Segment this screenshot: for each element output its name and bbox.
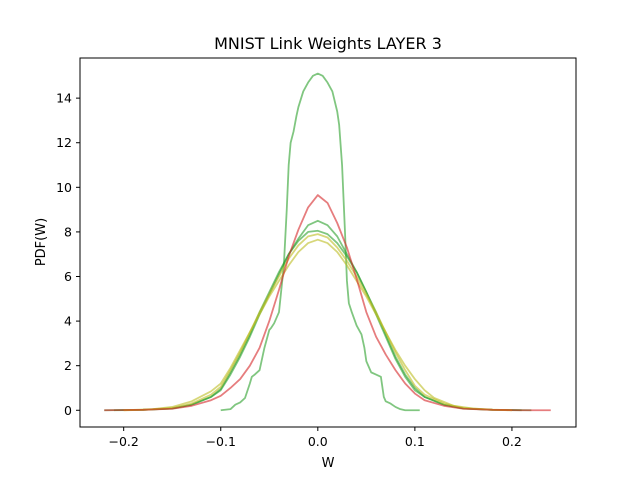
y-tick-label: 8 bbox=[64, 224, 72, 239]
y-tick-label: 14 bbox=[56, 91, 72, 106]
y-tick-label: 0 bbox=[64, 403, 72, 418]
series-line-4 bbox=[123, 233, 512, 412]
series-line-3 bbox=[113, 229, 522, 412]
chart-title: MNIST Link Weights LAYER 3 bbox=[214, 34, 442, 53]
x-tick-label: 0.1 bbox=[405, 434, 425, 449]
x-tick-label: 0.2 bbox=[502, 434, 522, 449]
y-tick-label: 4 bbox=[64, 314, 72, 329]
series-line-5 bbox=[123, 238, 512, 412]
x-tick-label: −0.1 bbox=[206, 434, 236, 449]
y-tick-label: 2 bbox=[64, 358, 72, 373]
tick-layer: −0.2 −0.1 0.0 0.1 0.2 0 2 4 6 8 10 12 14 bbox=[56, 91, 522, 449]
y-axis-label: PDF(W) bbox=[34, 218, 49, 266]
x-tick-label: −0.2 bbox=[108, 434, 138, 449]
y-tick-label: 12 bbox=[56, 135, 72, 150]
x-axis-label: W bbox=[322, 456, 335, 471]
plot-area-frame bbox=[79, 57, 577, 428]
y-tick-label: 6 bbox=[64, 269, 72, 284]
x-tick-label: 0.0 bbox=[308, 434, 328, 449]
series-layer bbox=[104, 72, 551, 412]
series-line-6 bbox=[104, 194, 551, 412]
series-line-1 bbox=[220, 72, 420, 412]
y-tick-label: 10 bbox=[56, 180, 72, 195]
